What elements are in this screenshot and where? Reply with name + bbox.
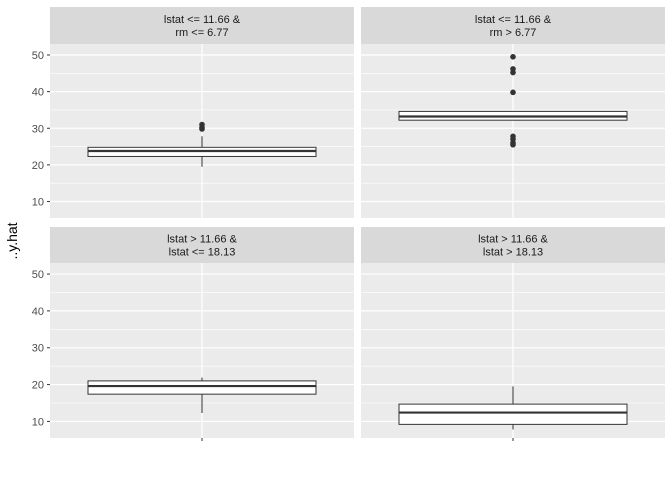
y-axis-title: ..y.hat [4, 222, 20, 259]
facet-strip-label: rm <= 6.77 [175, 27, 228, 39]
y-tick-label: 20 [32, 380, 44, 392]
outlier-point [510, 66, 516, 72]
outlier-point [510, 54, 516, 60]
facet-panels: lstat <= 11.66 &rm <= 6.771020304050lsta… [32, 7, 665, 441]
facet-strip-label: lstat <= 11.66 & [475, 14, 552, 26]
y-tick-label: 50 [32, 269, 44, 281]
facet-strip [361, 7, 665, 44]
y-tick-label: 50 [32, 50, 44, 62]
facet-strip-label: rm > 6.77 [490, 27, 537, 39]
y-tick-label: 30 [32, 123, 44, 135]
facet-panel: lstat > 11.66 &lstat > 18.13 [361, 227, 665, 441]
outlier-point [510, 89, 516, 96]
facet-strip [361, 227, 665, 263]
box [87, 380, 317, 395]
box [398, 403, 628, 425]
facet-strip [50, 7, 354, 44]
facet-strip [50, 227, 354, 263]
y-tick-label: 40 [32, 87, 44, 99]
y-tick-label: 10 [32, 416, 44, 428]
y-tick-label: 10 [32, 197, 44, 209]
facet-panel: lstat > 11.66 &lstat <= 18.13 10 20 30 40 50 [32, 227, 354, 441]
facet-strip-label: lstat > 11.66 & [478, 234, 548, 246]
facet-strip-label: lstat <= 18.13 [169, 247, 236, 259]
y-tick-label: 30 [32, 343, 44, 355]
facet-panel: lstat <= 11.66 &rm <= 6.77 10 20 30 40 50 [32, 7, 354, 218]
y-tick-label: 40 [32, 306, 44, 318]
facet-panel: lstat <= 11.66 &rm > 6.77 [361, 7, 665, 218]
facet-strip-label: lstat > 11.66 & [167, 234, 237, 246]
facet-strip-label: lstat > 18.13 [483, 247, 543, 259]
outlier-point [510, 133, 516, 140]
outlier-point [199, 121, 205, 128]
y-tick-label: 20 [32, 160, 44, 172]
facet-strip-label: lstat <= 11.66 & [164, 14, 241, 26]
